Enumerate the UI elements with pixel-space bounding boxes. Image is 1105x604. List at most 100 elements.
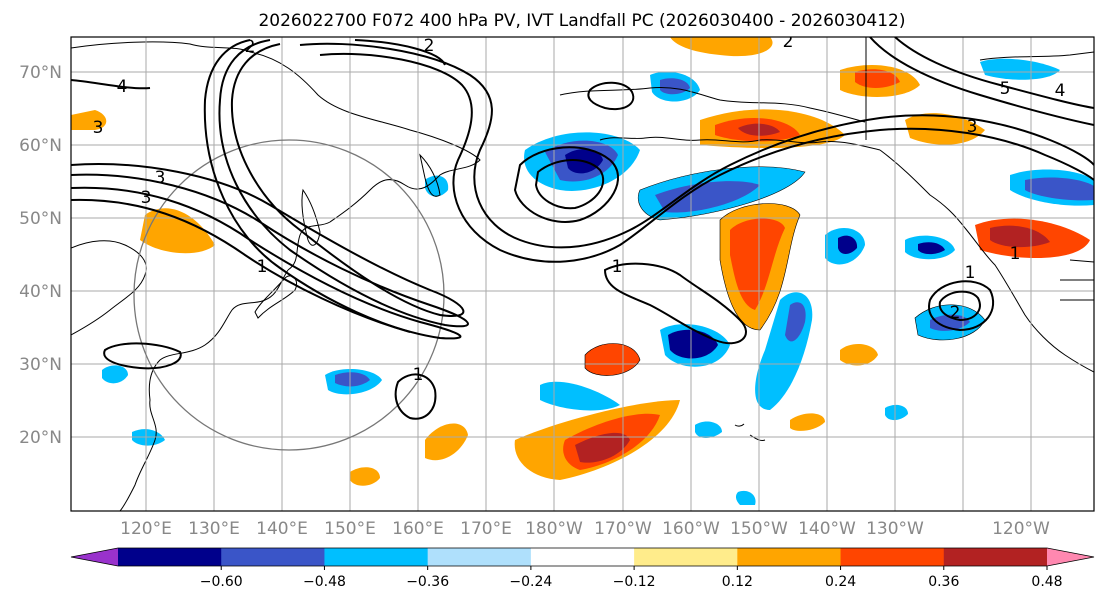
lon-label: 150°W	[730, 519, 788, 539]
anomaly-warm-siberia	[71, 110, 107, 130]
coast-china	[119, 269, 289, 511]
pv-contour-outer-2	[319, 52, 1094, 263]
lon-label: 160°E	[392, 519, 444, 539]
coast-north-america-west	[879, 149, 1094, 373]
colorbar-segment	[840, 548, 945, 566]
colorbar-tick-label: −0.36	[406, 574, 449, 590]
lon-label: 160°W	[662, 519, 720, 539]
anomaly-cold-subtropic	[540, 381, 620, 411]
contour-label: 1	[612, 257, 623, 277]
colorbar-segment	[737, 548, 842, 566]
anomaly-cold-small	[885, 404, 908, 421]
pv-contour-4	[71, 198, 411, 333]
pv-california-low	[928, 280, 995, 332]
contour-label: 5	[1000, 79, 1011, 99]
contour-label: 1	[413, 365, 424, 385]
colorbar-segment	[427, 548, 532, 566]
lon-label: 140°W	[798, 519, 856, 539]
anomaly-cold-chukchi-core	[660, 78, 690, 95]
pv-contours	[71, 37, 1094, 420]
colorbar-extend-low	[71, 548, 118, 566]
colorbar-tick-label: −0.48	[303, 574, 346, 590]
contour-label: 1	[965, 263, 976, 283]
coast-korea-west	[71, 240, 147, 336]
pv-west-4	[71, 79, 151, 90]
colorbar-tick-label: 0.24	[825, 574, 856, 590]
colorbar-segment	[221, 548, 325, 566]
anomaly-cold-california-core	[930, 314, 970, 331]
lon-label: 120°W	[992, 519, 1050, 539]
lon-label: 120°E	[120, 519, 172, 539]
colorbar-segment	[324, 548, 429, 566]
anomaly-cold-canada-core	[1025, 177, 1094, 201]
anomaly-cold-china	[102, 365, 128, 384]
colorbar-extend-high	[1047, 548, 1094, 566]
anomaly-warm-canada	[905, 113, 985, 145]
colorbar-tick-label: 0.48	[1031, 574, 1062, 590]
anomaly-warm-manchuria	[140, 208, 215, 254]
colorbar-tick-label: −0.24	[509, 574, 552, 590]
pv-north-2	[354, 39, 446, 66]
lat-lon-grid	[71, 37, 1094, 511]
contour-label: 2	[950, 303, 961, 323]
contour-label: 3	[967, 117, 978, 137]
contour-label: 4	[117, 77, 128, 97]
lat-label: 40°N	[19, 282, 62, 302]
anomaly-cold-south	[735, 490, 756, 505]
longitude-labels: 120°E 130°E 140°E 150°E 160°E 170°E 180°…	[120, 519, 1050, 539]
contour-labels: 2 2 3 4 5 3 3 1 1 1 1 1 2 3 4 2	[93, 32, 1066, 385]
pv-arctic-2	[894, 37, 1094, 109]
coast-east-asia	[249, 51, 481, 271]
lat-label: 70°N	[19, 63, 62, 83]
pv-central-trough	[603, 262, 747, 345]
coast-arctic	[979, 51, 1094, 61]
lat-label: 20°N	[19, 428, 62, 448]
colorbar-segment	[118, 548, 222, 566]
colorbar-tick-label: 0.36	[928, 574, 959, 590]
colorbar-tick-label: −0.60	[200, 574, 243, 590]
colorbar-segment	[530, 548, 635, 566]
coast-hawaii	[734, 423, 766, 441]
colorbar-segment	[634, 548, 738, 566]
anomaly-warm-west-pac	[425, 423, 468, 461]
anomaly-cold-west-pac-core	[335, 372, 370, 387]
coast-sakhalin	[301, 188, 321, 246]
anomaly-warm-midpac	[585, 343, 640, 376]
anomaly-warm-east-pac	[840, 343, 878, 366]
lon-label: 170°W	[594, 519, 652, 539]
colorbar-segments	[70, 547, 1095, 567]
anomaly-warm-arctic	[670, 37, 773, 57]
lon-label: 130°W	[866, 519, 924, 539]
anomaly-cold-kamchatka	[425, 175, 449, 197]
anomaly-warm-central-core	[730, 218, 785, 310]
lat-label: 30°N	[19, 355, 62, 375]
lon-label: 180°W	[525, 519, 583, 539]
positive-anomaly-shading	[71, 37, 1090, 486]
contour-label: 2	[783, 32, 794, 52]
contour-label: 4	[1055, 81, 1066, 101]
pv-arctic-1	[869, 37, 1094, 126]
pv-contour-1	[71, 43, 465, 317]
contour-label: 3	[141, 188, 152, 208]
anomaly-outlines	[584, 166, 986, 376]
anomaly-cold-east-core	[785, 302, 806, 342]
colorbar-tick-label: 0.12	[722, 574, 753, 590]
contour-label: 1	[1010, 244, 1021, 264]
lon-label: 130°E	[188, 519, 240, 539]
pv-contour-3	[71, 39, 462, 340]
state-borders	[1060, 259, 1094, 301]
lon-label: 170°E	[460, 519, 512, 539]
colorbar: −0.60 −0.48 −0.36 −0.24 −0.12 0.12 0.24 0.36 0.4…	[70, 547, 1095, 590]
pv-subtropical-low	[394, 373, 437, 420]
colorbar-ticks: −0.60 −0.48 −0.36 −0.24 −0.12 0.12 0.24 0.36 0.4…	[200, 566, 1063, 590]
pv-bering-closed-2	[534, 159, 605, 210]
anomaly-warm-hawaii	[790, 413, 825, 431]
contour-label: 2	[245, 37, 256, 57]
anomaly-cold-northeast-core	[838, 235, 858, 254]
coast-alaska-south	[599, 136, 881, 151]
anomaly-warm-small	[350, 467, 380, 486]
anomaly-cold-west-canada-core	[918, 242, 945, 255]
anomaly-cold-aleutian-core	[655, 181, 760, 213]
anomaly-warm-subtropic-max	[575, 432, 630, 463]
